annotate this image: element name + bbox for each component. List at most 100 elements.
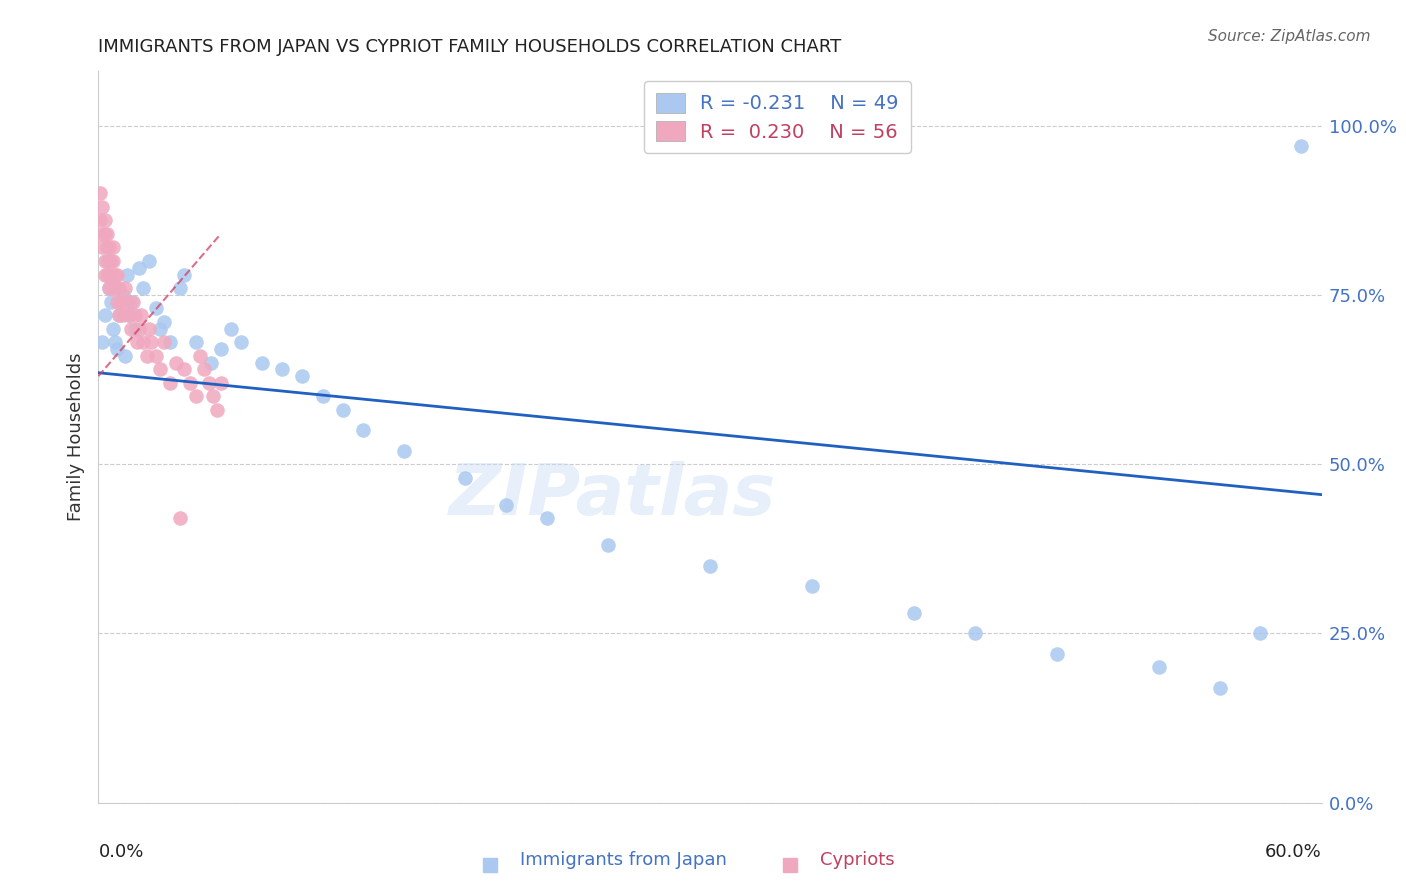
Point [93,308,115,322]
Point [111,308,134,322]
Point [231,335,253,350]
Point [96,227,118,241]
Point [105,268,128,282]
Point [270,362,294,376]
Point [312,389,335,403]
Point [93,213,115,227]
Point [100,254,122,268]
Point [105,342,128,356]
Point [93,268,115,282]
Point [145,301,167,316]
Text: Immigrants from Japan: Immigrants from Japan [520,851,727,869]
Point [115,294,138,309]
Point [149,362,172,376]
Point [165,355,187,369]
Point [91,335,114,350]
Point [152,315,174,329]
Point [93,254,115,268]
Point [108,281,131,295]
Point [454,471,477,485]
Y-axis label: Family Households: Family Households [66,353,84,521]
Point [101,322,124,336]
Point [96,268,118,282]
Point [903,606,925,620]
Point [91,200,114,214]
Point [141,335,163,350]
Point [108,308,131,322]
Point [197,376,219,390]
Point [250,355,273,369]
Point [536,511,558,525]
Point [118,308,141,322]
Point [104,281,127,295]
Point [332,403,354,417]
Text: IMMIGRANTS FROM JAPAN VS CYPRIOT FAMILY HOUSEHOLDS CORRELATION CHART: IMMIGRANTS FROM JAPAN VS CYPRIOT FAMILY … [98,38,842,56]
Point [209,342,232,356]
Point [124,322,146,336]
Point [122,294,145,309]
Point [91,227,114,241]
Text: 60.0%: 60.0% [1265,843,1322,861]
Point [179,376,201,390]
Legend: R = -0.231    N = 49, R =  0.230    N = 56: R = -0.231 N = 49, R = 0.230 N = 56 [644,81,911,153]
Point [186,389,208,403]
Point [1147,660,1170,674]
Text: Source: ZipAtlas.com: Source: ZipAtlas.com [1208,29,1371,44]
Point [115,268,138,282]
Point [114,349,136,363]
Point [193,362,215,376]
Point [598,538,620,552]
Point [965,626,987,640]
Point [105,294,128,309]
Point [127,335,149,350]
Point [173,268,195,282]
Point [129,308,152,322]
Point [159,335,181,350]
Point [152,335,174,350]
Point [128,260,150,275]
Point [104,268,127,282]
Point [699,558,721,573]
Point [392,443,416,458]
Point [1249,626,1271,640]
Point [219,322,242,336]
Point [108,308,131,322]
Point [352,423,374,437]
Point [97,240,120,254]
Point [159,376,181,390]
Point [291,369,314,384]
Point [97,281,120,295]
Point [100,294,122,309]
Point [1045,647,1069,661]
Point [169,511,191,525]
Point [100,268,122,282]
Point [97,254,120,268]
Point [205,403,228,417]
Point [110,294,132,309]
Point [186,335,208,350]
Point [145,349,167,363]
Point [93,227,115,241]
Point [101,254,124,268]
Point [200,355,222,369]
Point [149,322,172,336]
Point [201,389,224,403]
Point [138,254,160,268]
Point [1291,139,1313,153]
Point [801,579,824,593]
Point [138,322,160,336]
Point [96,254,118,268]
Point [104,335,127,350]
Point [188,349,212,363]
Point [97,281,120,295]
Text: Cypriots: Cypriots [820,851,894,869]
Point [173,362,195,376]
Text: 0.0%: 0.0% [98,843,143,861]
Point [132,335,155,350]
Point [111,288,134,302]
Point [120,322,142,336]
Point [120,294,142,309]
Point [118,308,141,322]
Point [114,281,136,295]
Point [132,281,155,295]
